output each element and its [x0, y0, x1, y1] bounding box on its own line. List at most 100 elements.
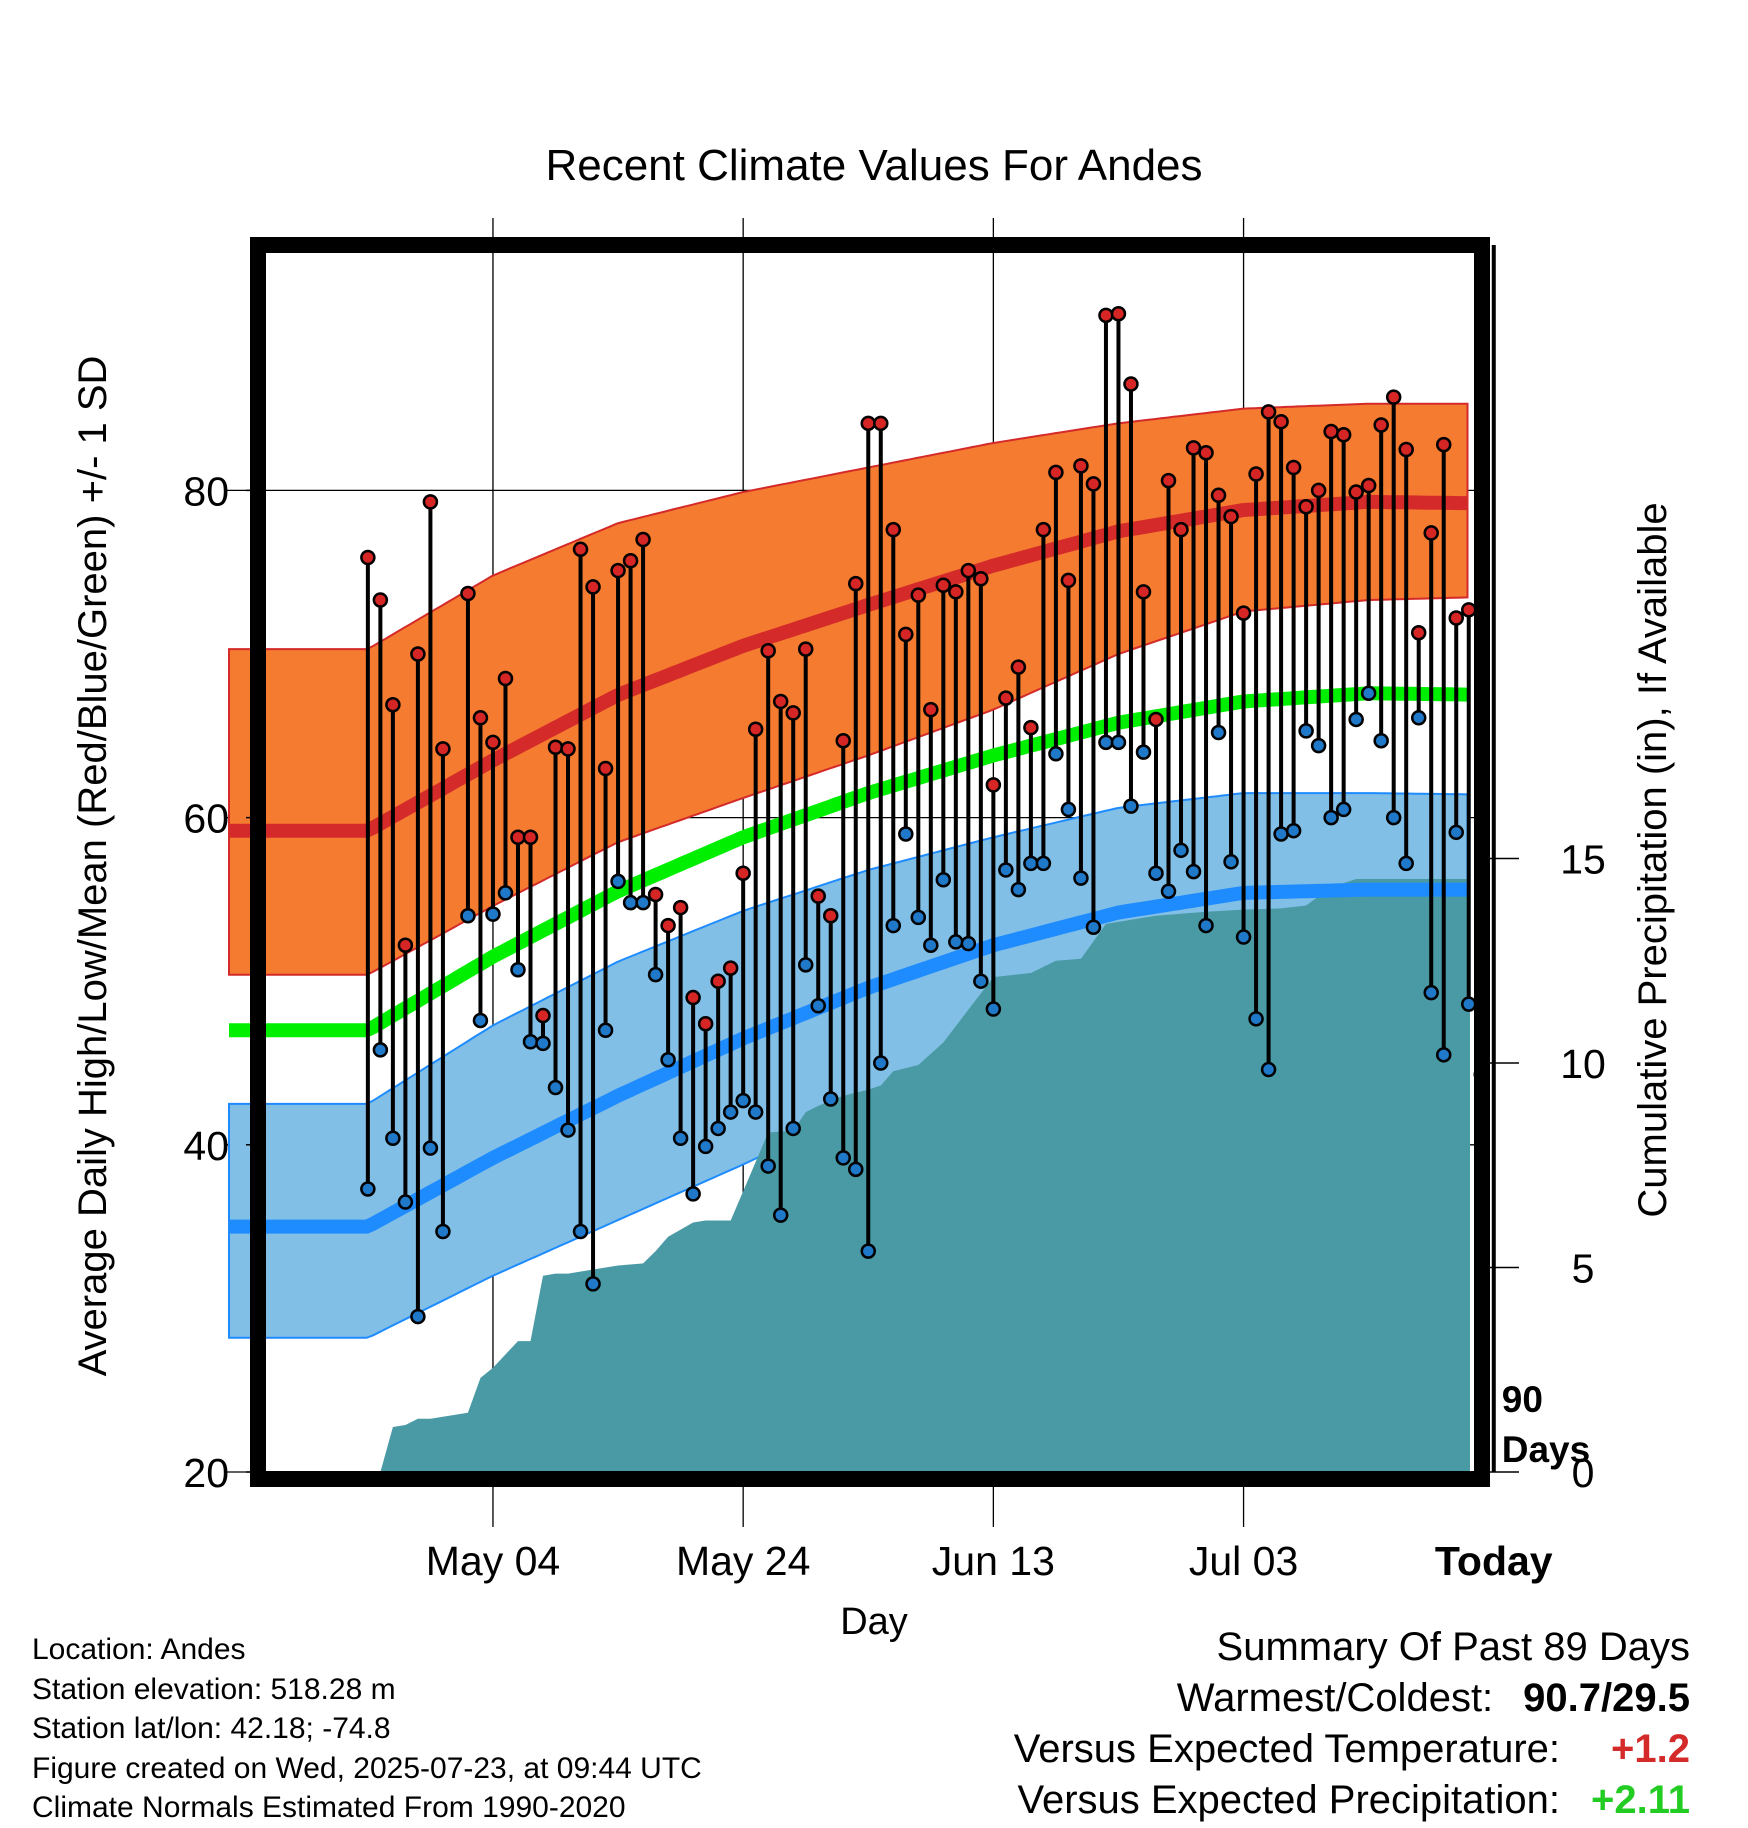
high-point [360, 549, 376, 566]
low-point [1260, 1061, 1277, 1078]
high-point [1173, 521, 1189, 538]
low-point [1435, 1047, 1452, 1063]
low-point [385, 1130, 401, 1147]
elevation-text: Station elevation: 518.28 m [32, 1672, 396, 1706]
low-point [1360, 685, 1377, 702]
high-point [747, 721, 764, 738]
high-point [760, 642, 776, 659]
low-point [710, 1120, 726, 1137]
low-point [1160, 883, 1177, 899]
precip-value: +2.11 [1590, 1778, 1690, 1822]
high-point [522, 829, 539, 845]
warmest-label: Warmest/Coldest: [1176, 1676, 1494, 1720]
high-point [1048, 464, 1064, 481]
low-point [1273, 826, 1289, 842]
high-point [910, 587, 927, 603]
low-point [998, 862, 1014, 878]
high-point [535, 1007, 551, 1024]
location-text: Location: Andes [32, 1633, 246, 1666]
low-point [1385, 809, 1402, 826]
low-point [935, 872, 952, 888]
high-point [710, 973, 726, 989]
high-point [647, 886, 664, 903]
low-point [1323, 809, 1339, 826]
low-point [772, 1207, 789, 1223]
high-point [435, 741, 451, 757]
high-point [372, 592, 389, 608]
low-point [1223, 854, 1239, 870]
high-point [1210, 487, 1227, 504]
low-point [585, 1276, 601, 1292]
high-point [610, 562, 626, 579]
normals-note-text: Climate Normals Estimated From 1990-2020 [32, 1791, 626, 1824]
mean-normal-line [229, 686, 1468, 1038]
high-point [1035, 521, 1052, 538]
low-point [672, 1130, 689, 1147]
high-point [785, 705, 801, 721]
high-point [1348, 484, 1364, 500]
x-tick-label: May 24 [676, 1538, 810, 1584]
high-point [685, 989, 701, 1006]
high-point [1135, 584, 1152, 600]
high-point [1123, 376, 1139, 392]
low-point [797, 957, 814, 973]
today-annotation: Days [1502, 1429, 1590, 1470]
low-point [835, 1150, 851, 1166]
high-point [597, 760, 614, 777]
high-point [1010, 659, 1027, 675]
high-point [1460, 602, 1477, 618]
high-point [973, 570, 989, 587]
low-point [973, 973, 989, 989]
low-point [923, 937, 939, 953]
high-point [772, 693, 789, 710]
y2-tick-label: 5 [1572, 1246, 1595, 1292]
high-point [497, 670, 514, 687]
low-point [685, 1186, 701, 1202]
low-point [985, 1001, 1002, 1017]
summary-panel: Summary Of Past 89 Days Warmest/Coldest:… [1014, 1622, 1690, 1826]
low-point [560, 1122, 576, 1138]
low-point [485, 906, 501, 922]
low-point [1448, 824, 1464, 841]
low-point [472, 1012, 489, 1029]
axes: 20 40 60 80 0 5 10 15 May 04 May 24 Jun 13 Jul 03 To… [183, 326, 1606, 1584]
station-info: Location: Andes Station elevation: 518.2… [32, 1630, 702, 1828]
low-point [1110, 734, 1127, 751]
high-point [585, 579, 601, 595]
low-point [1148, 865, 1164, 881]
high-point [472, 710, 489, 726]
x-tick-label: Jun 13 [932, 1538, 1055, 1584]
low-point [1010, 881, 1027, 898]
high-point [735, 865, 751, 881]
high-point [1110, 305, 1127, 322]
low-point [422, 1140, 439, 1156]
temp-label: Versus Expected Temperature: [1013, 1727, 1560, 1771]
low-point [635, 894, 651, 911]
low-point [1210, 724, 1227, 741]
precip-fill [367, 879, 1470, 1472]
low-point [460, 908, 476, 924]
low-point [948, 934, 964, 950]
temp-value: +1.2 [1611, 1727, 1690, 1771]
high-band [228, 402, 1469, 976]
low-point [497, 885, 514, 901]
high-point [1335, 427, 1352, 443]
low-point [547, 1079, 564, 1096]
high-point [722, 960, 739, 976]
high-point [1423, 525, 1439, 541]
high-point [1298, 499, 1314, 515]
high-point [1223, 508, 1239, 525]
high-point [635, 531, 651, 548]
high-point [822, 908, 839, 924]
low-point [1060, 801, 1077, 818]
chart-title: Recent Climate Values For Andes [545, 141, 1202, 190]
daily-points [360, 305, 1490, 1325]
low-point [510, 961, 526, 978]
summary-heading: Summary Of Past 89 Days [1216, 1625, 1690, 1669]
high-point [860, 415, 877, 432]
low-point [597, 1022, 614, 1039]
low-point [898, 826, 914, 842]
high-point [697, 1015, 714, 1032]
high-point [848, 575, 864, 592]
high-point [1185, 440, 1202, 456]
